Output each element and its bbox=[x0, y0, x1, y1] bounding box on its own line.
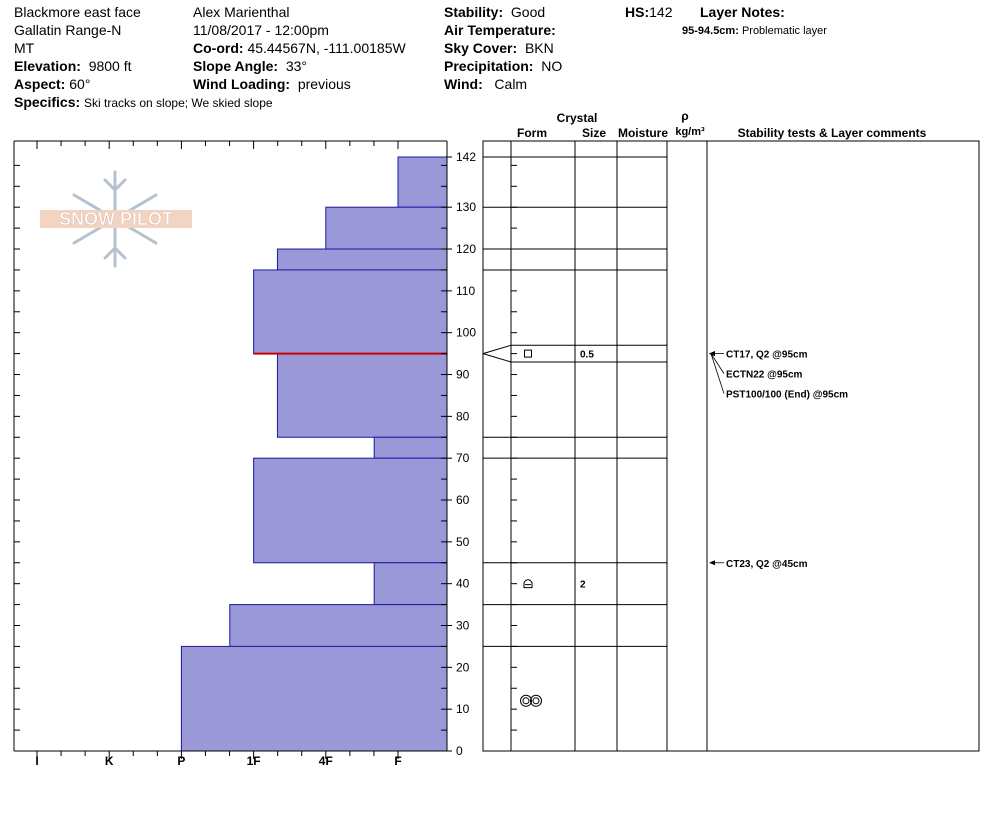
range: Gallatin Range-N bbox=[14, 22, 122, 38]
crystal-size: 2 bbox=[580, 580, 586, 591]
hardness-bar bbox=[276, 248, 448, 271]
slope-angle: Slope Angle: 33° bbox=[193, 58, 307, 74]
stability-test-label: ECTN22 @95cm bbox=[726, 370, 803, 381]
datetime: 11/08/2017 - 12:00pm bbox=[193, 22, 329, 38]
elevation: Elevation: 9800 ft bbox=[14, 58, 132, 74]
stability-test-label: PST100/100 (End) @95cm bbox=[726, 390, 848, 401]
height-tick-label: 90 bbox=[456, 368, 470, 382]
stability-test-arrow bbox=[710, 353, 725, 394]
snowpilot-logo: SNOW PILOT bbox=[40, 170, 192, 268]
hardness-bar bbox=[373, 436, 448, 459]
layer-connector bbox=[482, 344, 512, 355]
height-tick-label: 100 bbox=[456, 326, 476, 340]
air-temperature: Air Temperature: bbox=[444, 22, 556, 38]
hardness-label: 4F bbox=[319, 754, 333, 768]
hardness-bar bbox=[229, 604, 448, 647]
stability-test-arrowhead bbox=[709, 351, 715, 357]
hardness-label: P bbox=[177, 754, 185, 768]
profile-table-border bbox=[482, 140, 980, 752]
crystal-form-icon bbox=[524, 349, 532, 358]
precipitation: Precipitation: NO bbox=[444, 58, 563, 74]
crystal-form-icon bbox=[520, 694, 532, 707]
specifics: Specifics: Ski tracks on slope; We skied… bbox=[14, 94, 273, 110]
hardness-bar bbox=[253, 457, 448, 564]
crystal-form-icon bbox=[532, 697, 540, 705]
col-crystal: Crystal bbox=[557, 111, 598, 125]
col-stability-comments: Stability tests & Layer comments bbox=[738, 126, 927, 140]
height-tick-label: 30 bbox=[456, 619, 470, 633]
crystal-form-icon bbox=[523, 579, 533, 589]
hardness-bar bbox=[180, 645, 448, 752]
hardness-bar bbox=[276, 353, 448, 438]
location: Blackmore east face bbox=[14, 4, 141, 20]
col-density-unit: kg/m³ bbox=[675, 126, 705, 138]
layer-connector bbox=[482, 353, 512, 363]
hardness-label: K bbox=[105, 754, 114, 768]
height-tick-label: 60 bbox=[456, 493, 470, 507]
col-form: Form bbox=[517, 126, 547, 140]
crystal-form-icon bbox=[530, 694, 542, 707]
hardness-label: 1F bbox=[247, 754, 261, 768]
hardness-bar bbox=[397, 156, 448, 208]
height-tick-label: 50 bbox=[456, 535, 470, 549]
stability-test-arrow bbox=[710, 353, 725, 374]
hardness-bar bbox=[253, 269, 448, 355]
height-tick-label: 120 bbox=[456, 242, 476, 256]
height-tick-label: 110 bbox=[456, 284, 475, 298]
height-tick-label: 130 bbox=[456, 200, 476, 214]
layer-note: 95-94.5cm: Problematic layer bbox=[682, 25, 827, 37]
coordinates: Co-ord: 45.44567N, -111.00185W bbox=[193, 40, 406, 56]
col-size: Size bbox=[582, 126, 606, 140]
height-tick-label: 10 bbox=[456, 702, 470, 716]
height-tick-label: 0 bbox=[456, 744, 463, 758]
wind: Wind: Calm bbox=[444, 76, 528, 92]
stability-test-label: CT23, Q2 @45cm bbox=[726, 559, 808, 570]
observer: Alex Marienthal bbox=[193, 4, 290, 20]
sky-cover: Sky Cover: BKN bbox=[444, 40, 554, 56]
stability: Stability: Good bbox=[444, 4, 546, 20]
height-tick-label: 142 bbox=[456, 150, 476, 164]
hardness-bar bbox=[325, 206, 448, 250]
state: MT bbox=[14, 40, 35, 56]
stability-test-label: CT17, Q2 @95cm bbox=[726, 350, 808, 361]
crystal-form-icon bbox=[522, 697, 530, 705]
hardness-bar bbox=[373, 562, 448, 606]
height-tick-label: 70 bbox=[456, 451, 470, 465]
logo-text: SNOW PILOT bbox=[59, 209, 173, 229]
height-tick-label: 80 bbox=[456, 409, 470, 423]
stability-test-arrowhead bbox=[709, 560, 715, 566]
aspect: Aspect: 60° bbox=[14, 76, 91, 92]
hardness-label: F bbox=[394, 754, 401, 768]
wind-loading: Wind Loading: previous bbox=[193, 76, 351, 92]
snow-height: HS:142 bbox=[625, 4, 673, 20]
hardness-label: I bbox=[35, 754, 38, 768]
layer-notes-label: Layer Notes: bbox=[700, 4, 785, 20]
height-tick-label: 40 bbox=[456, 577, 470, 591]
col-rho: ρ bbox=[681, 109, 688, 123]
height-tick-label: 20 bbox=[456, 660, 470, 674]
col-moisture: Moisture bbox=[618, 126, 668, 140]
crystal-size: 0.5 bbox=[580, 350, 594, 361]
